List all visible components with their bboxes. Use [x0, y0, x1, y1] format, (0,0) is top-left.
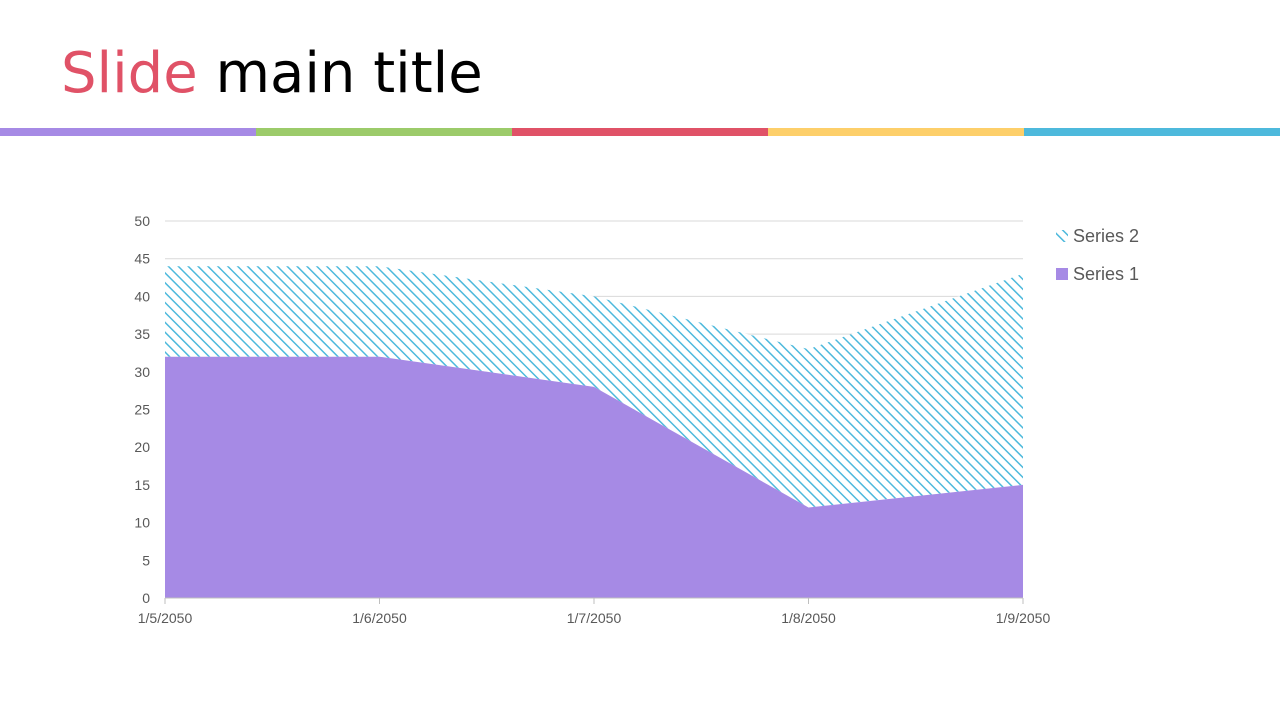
- color-bar-segment-5: [1024, 128, 1280, 136]
- legend-label: Series 1: [1073, 264, 1139, 284]
- y-tick-label: 5: [142, 552, 150, 568]
- x-tick-label: 1/6/2050: [352, 610, 407, 626]
- area-series-1: [165, 356, 1023, 598]
- color-bar-segment-1: [0, 128, 256, 136]
- slide-title-rest: main title: [197, 41, 483, 106]
- x-tick-label: 1/8/2050: [781, 610, 836, 626]
- color-divider-bar: [0, 128, 1280, 136]
- x-tick-label: 1/9/2050: [996, 610, 1051, 626]
- y-tick-label: 45: [134, 251, 150, 267]
- slide-title: Slide main title: [61, 38, 483, 110]
- axes: 0 5 10 15 20 25 30 35 40 45 50 1/5/2050 1/6/2050 1/7/…: [134, 213, 1050, 626]
- legend-item-series-1: Series 1: [1056, 264, 1139, 284]
- y-tick-label: 25: [134, 402, 150, 418]
- color-bar-segment-4: [768, 128, 1024, 136]
- legend: Series 2 Series 1: [1056, 226, 1139, 284]
- color-bar-segment-2: [256, 128, 512, 136]
- y-tick-label: 0: [142, 590, 150, 606]
- y-tick-label: 10: [134, 515, 150, 531]
- legend-swatch: [1056, 268, 1068, 280]
- y-tick-label: 20: [134, 439, 150, 455]
- y-tick-label: 15: [134, 477, 150, 493]
- y-tick-label: 30: [134, 364, 150, 380]
- x-tick-label: 1/5/2050: [138, 610, 193, 626]
- legend-label: Series 2: [1073, 226, 1139, 246]
- y-tick-label: 40: [134, 288, 150, 304]
- y-tick-label: 35: [134, 326, 150, 342]
- color-bar-segment-3: [512, 128, 768, 136]
- slide-title-accent-word: Slide: [61, 41, 198, 106]
- area-series: [165, 266, 1023, 598]
- x-tick-label: 1/7/2050: [567, 610, 622, 626]
- legend-swatch: [1056, 230, 1068, 242]
- legend-item-series-2: Series 2: [1056, 226, 1139, 246]
- y-tick-label: 50: [134, 213, 150, 229]
